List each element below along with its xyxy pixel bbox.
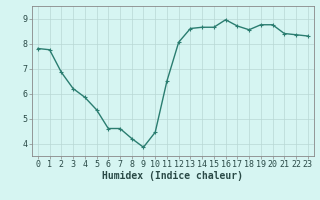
X-axis label: Humidex (Indice chaleur): Humidex (Indice chaleur) xyxy=(102,171,243,181)
